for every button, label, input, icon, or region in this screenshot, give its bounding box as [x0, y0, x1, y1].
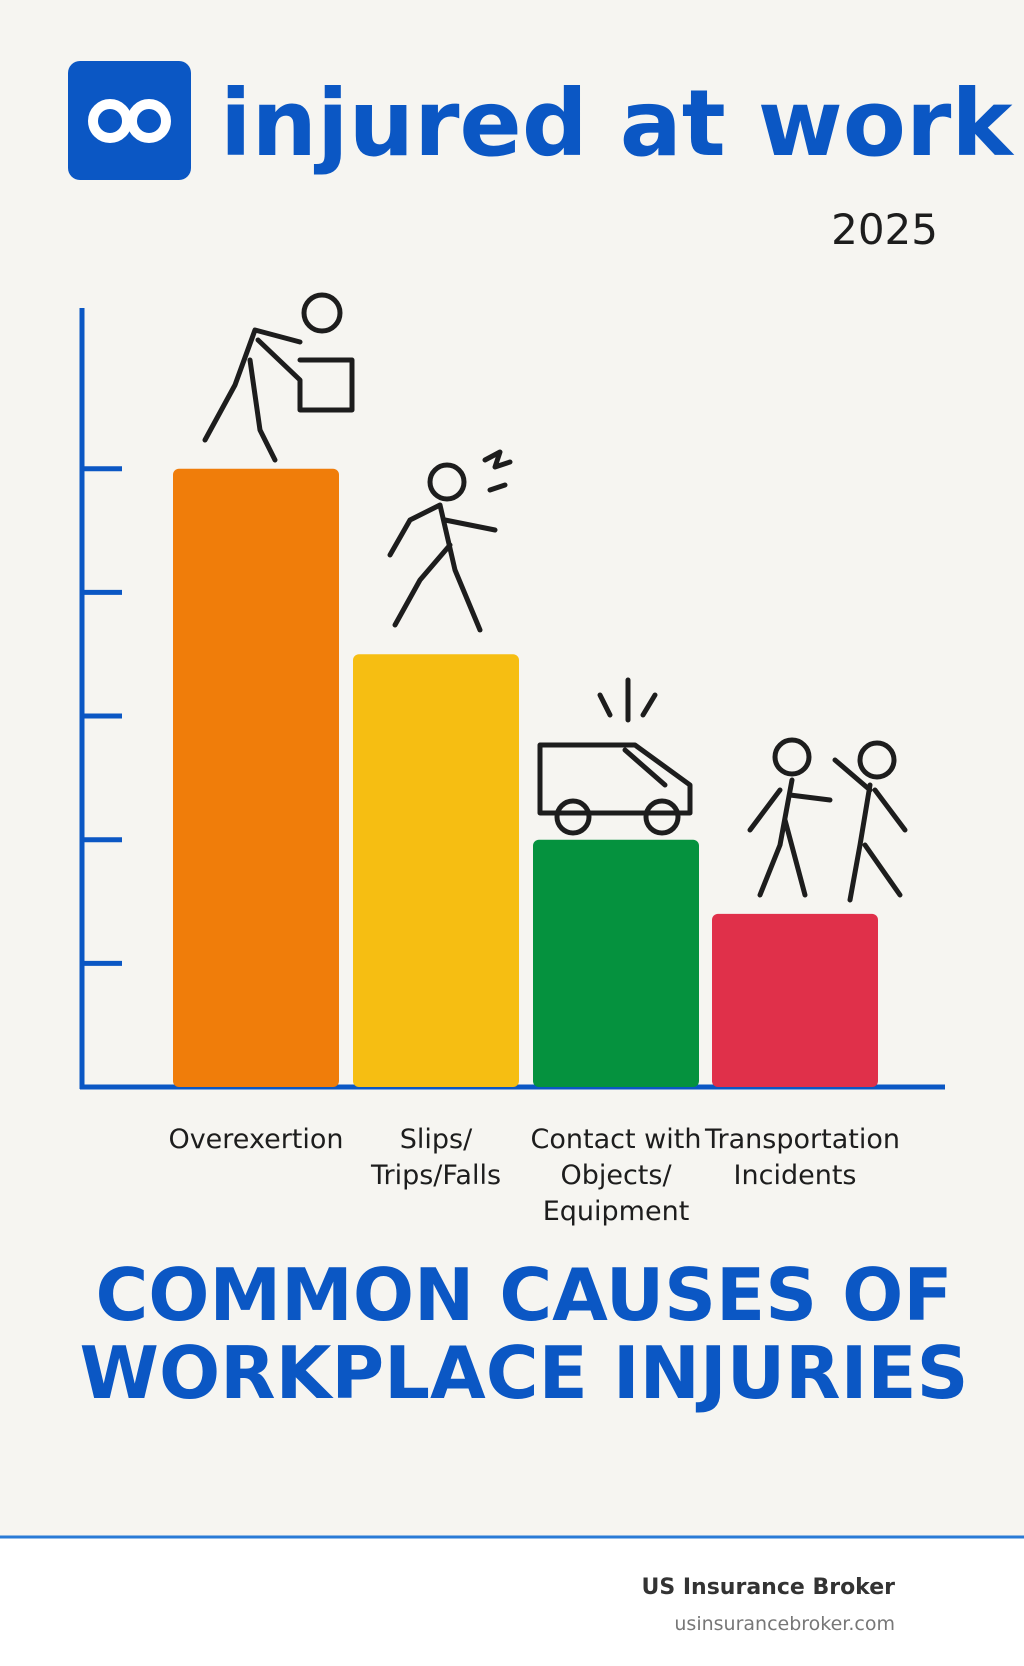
company: US Insurance Broker	[642, 1575, 896, 1600]
icon	[747, 757, 908, 903]
icon	[643, 798, 681, 836]
logo-ring	[127, 99, 171, 143]
icons	[202, 292, 908, 903]
x-tick-label: Overexertion	[168, 1124, 344, 1155]
title-line: WORKPLACE INJURIES	[80, 1331, 969, 1415]
x-tick-label: Slips/ Trips/Falls	[370, 1124, 502, 1191]
icon	[387, 449, 513, 633]
bar	[353, 654, 519, 1087]
title-line: COMMON CAUSES OF	[95, 1253, 952, 1337]
year: 2025	[831, 205, 938, 254]
x-tick-label: Contact with Objects/ Equipment	[530, 1124, 702, 1227]
bar	[173, 468, 339, 1087]
bar	[533, 839, 699, 1087]
icon	[857, 740, 897, 780]
brand: injured at work	[220, 70, 1014, 177]
icon	[772, 737, 812, 777]
bar	[712, 913, 878, 1087]
url: usinsurancebroker.com	[674, 1613, 895, 1635]
x-tick-label: Transportation Incidents	[705, 1124, 900, 1191]
icon	[202, 327, 355, 463]
icon	[301, 292, 343, 334]
icon	[427, 462, 467, 502]
icon	[537, 677, 693, 816]
icon	[554, 798, 592, 836]
footer	[0, 1538, 1024, 1666]
chart-title: COMMON CAUSES OF WORKPLACE INJURIES	[80, 1253, 969, 1415]
